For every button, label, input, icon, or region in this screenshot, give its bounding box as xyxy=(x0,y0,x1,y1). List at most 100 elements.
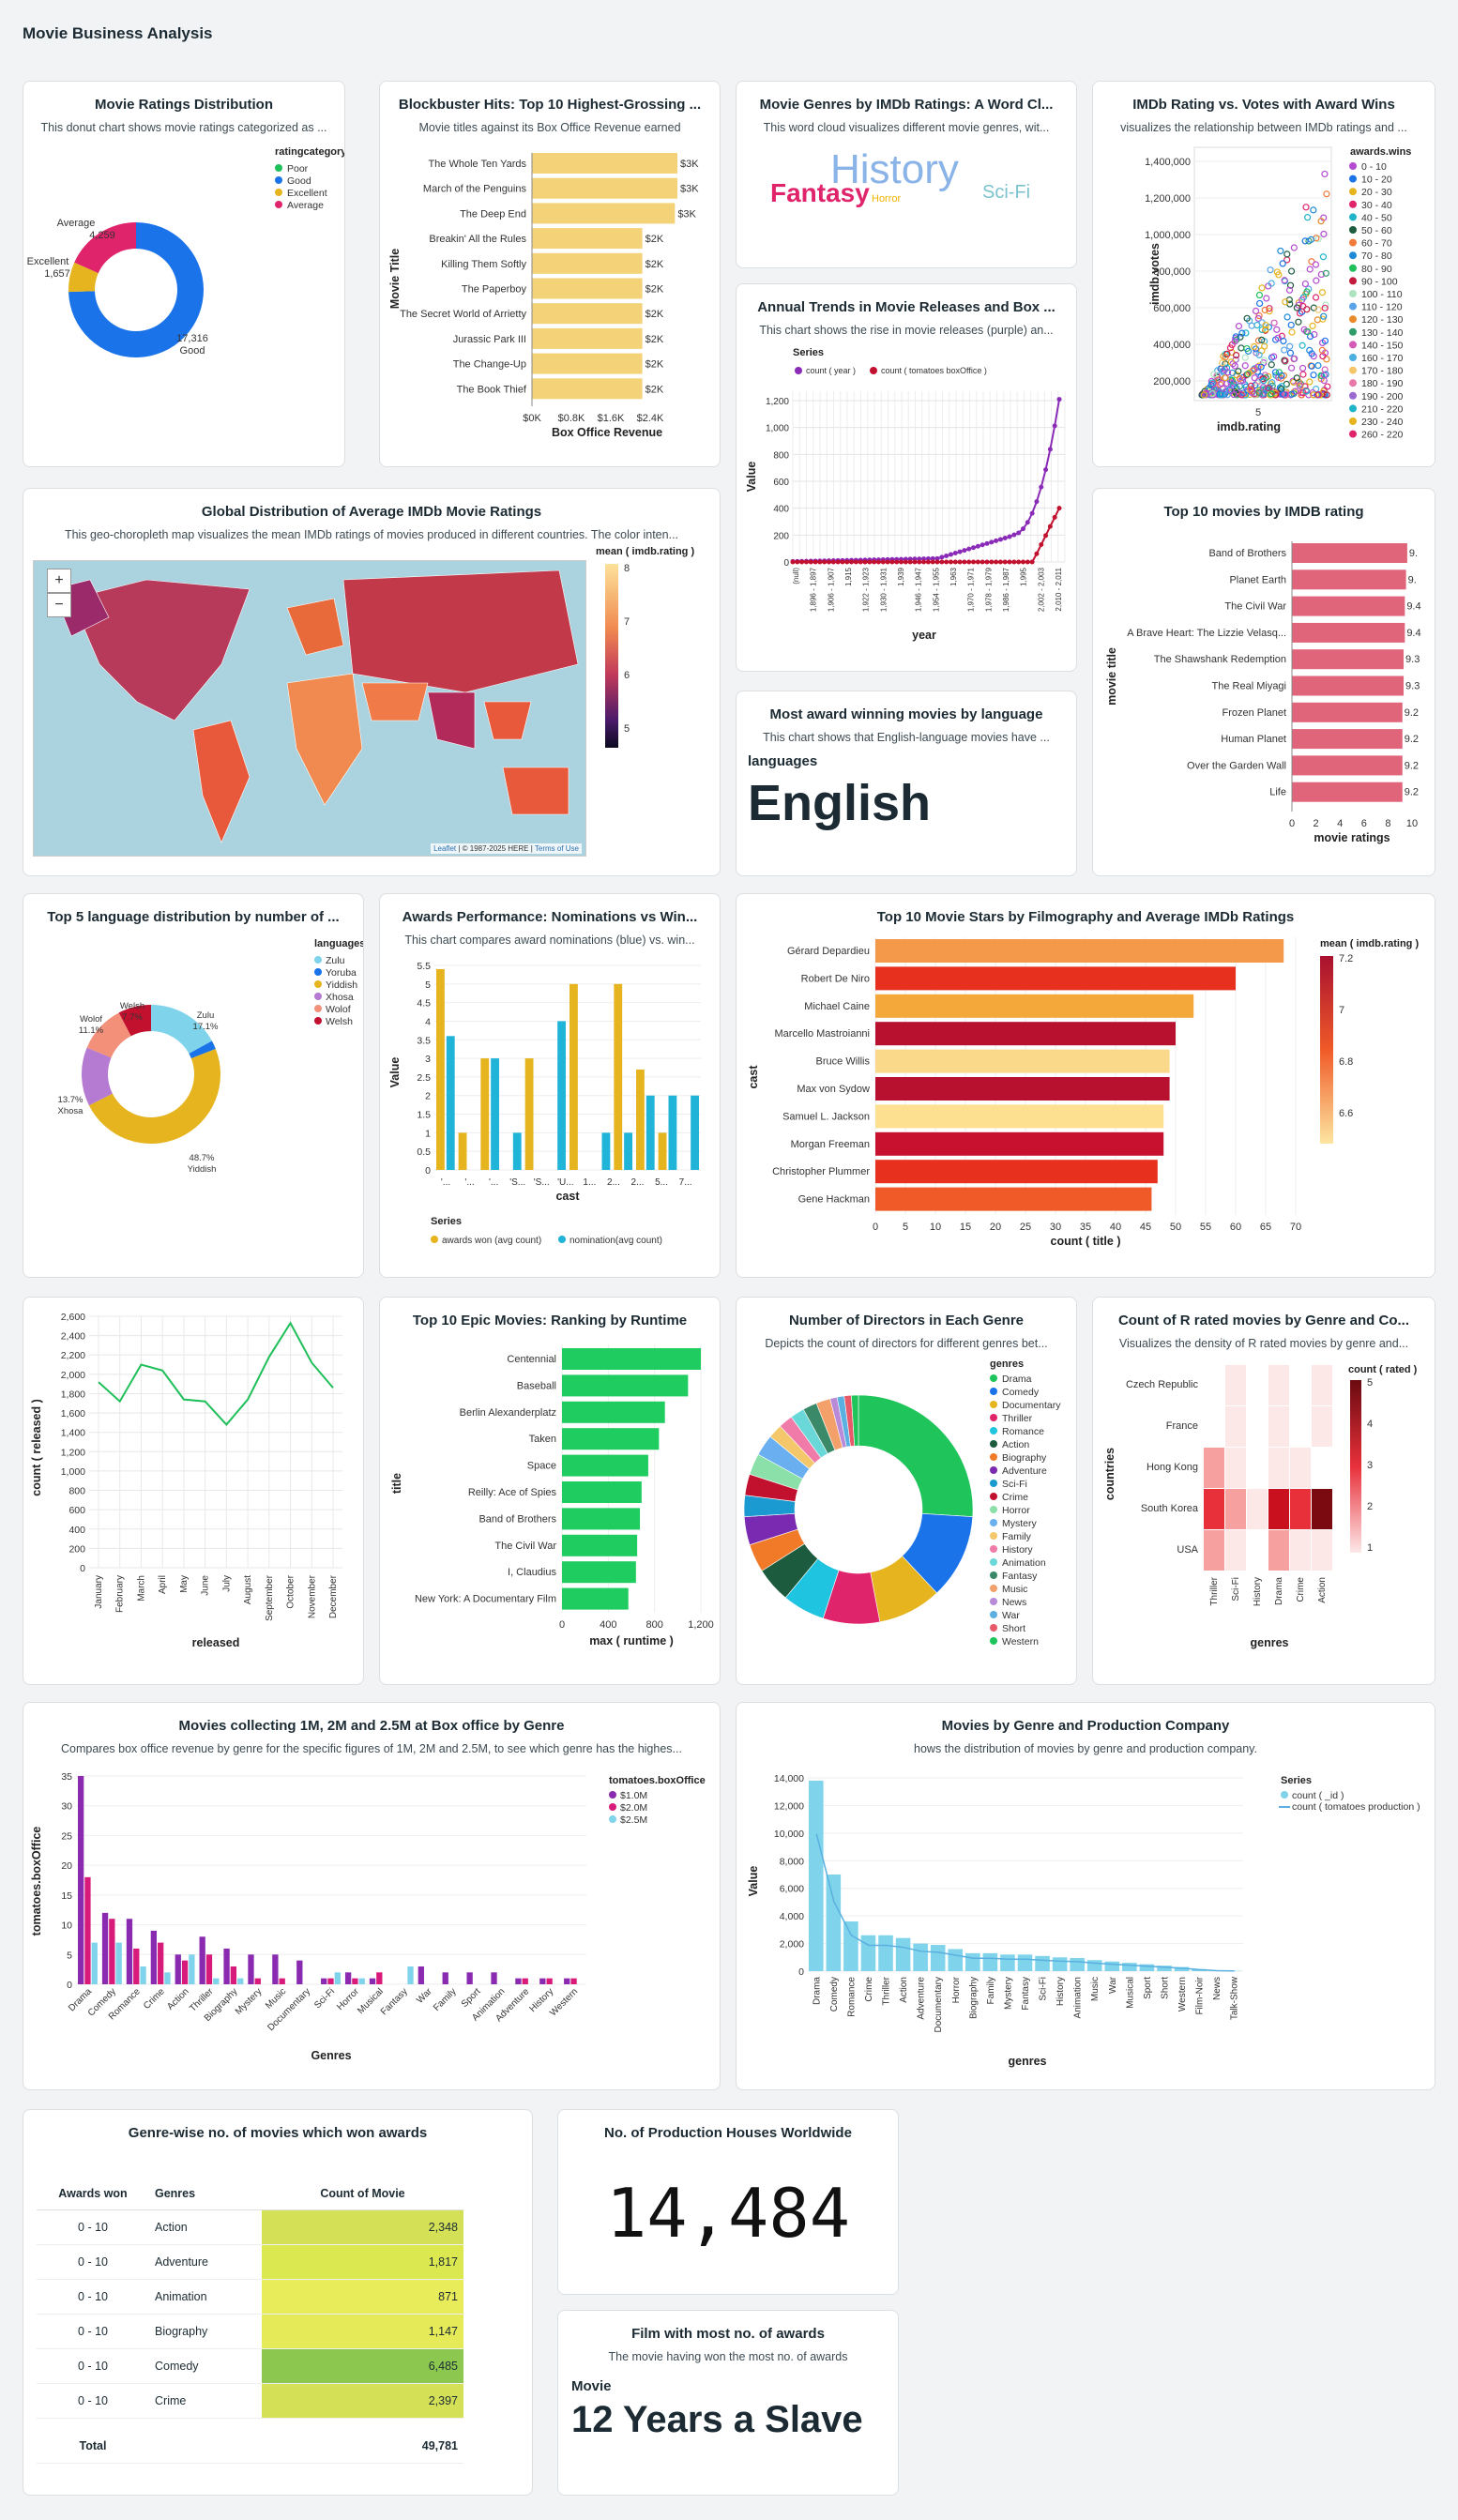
donut-slice-drama[interactable] xyxy=(858,1394,974,1517)
bar[interactable] xyxy=(352,1978,358,1984)
bar[interactable] xyxy=(1035,1955,1050,1971)
bar[interactable] xyxy=(101,1912,109,1984)
bar[interactable] xyxy=(532,153,677,174)
bar[interactable] xyxy=(237,1978,244,1984)
bar[interactable] xyxy=(1292,729,1403,750)
bar[interactable] xyxy=(1292,649,1405,670)
header-count[interactable]: Count of Movie xyxy=(262,2178,463,2210)
heat-cell[interactable] xyxy=(1225,1406,1246,1447)
bar[interactable] xyxy=(1017,1954,1033,1971)
bar[interactable] xyxy=(91,1942,98,1984)
zoom-in-button[interactable]: + xyxy=(47,569,71,593)
heat-cell[interactable] xyxy=(1268,1530,1289,1571)
terms-link[interactable]: Terms of Use xyxy=(534,844,579,853)
bar[interactable] xyxy=(636,1069,645,1170)
bar[interactable] xyxy=(279,1978,285,1984)
heat-cell[interactable] xyxy=(1312,1365,1332,1405)
table-row[interactable]: 0 - 10 Adventure 1,817 xyxy=(37,2244,463,2280)
heat-cell[interactable] xyxy=(1204,1365,1224,1405)
heat-cell[interactable] xyxy=(1204,1530,1224,1571)
donut-slice-wolof[interactable] xyxy=(86,1012,131,1058)
bar[interactable] xyxy=(358,1978,365,1984)
bar[interactable] xyxy=(522,1978,528,1984)
country-shape[interactable] xyxy=(483,701,532,740)
bar[interactable] xyxy=(562,1401,665,1423)
bar[interactable] xyxy=(458,1132,467,1170)
bar[interactable] xyxy=(466,1972,473,1984)
bar[interactable] xyxy=(965,1952,980,1971)
country-shape[interactable] xyxy=(192,720,251,843)
bar[interactable] xyxy=(150,1930,158,1984)
heat-cell[interactable] xyxy=(1290,1489,1311,1529)
bar[interactable] xyxy=(126,1919,133,1984)
bar[interactable] xyxy=(875,1022,1176,1046)
bar[interactable] xyxy=(189,1954,195,1984)
bar[interactable] xyxy=(562,1587,629,1610)
bar[interactable] xyxy=(875,994,1194,1018)
country-shape[interactable] xyxy=(361,682,429,721)
bar[interactable] xyxy=(1292,782,1403,802)
country-shape[interactable] xyxy=(286,598,344,656)
bar[interactable] xyxy=(948,1949,964,1971)
bar[interactable] xyxy=(539,1978,546,1984)
heat-cell[interactable] xyxy=(1204,1406,1224,1447)
bar[interactable] xyxy=(248,1954,254,1984)
header-awards[interactable]: Awards won xyxy=(37,2178,149,2210)
bar[interactable] xyxy=(376,1972,383,1984)
bar[interactable] xyxy=(1292,543,1407,563)
donut-slice-welsh[interactable] xyxy=(118,1005,151,1037)
bar[interactable] xyxy=(296,1960,303,1984)
heat-cell[interactable] xyxy=(1312,1489,1332,1529)
table-row[interactable]: 0 - 10 Crime 2,397 xyxy=(37,2383,463,2419)
bar[interactable] xyxy=(442,1972,448,1984)
bar[interactable] xyxy=(532,378,643,400)
heat-cell[interactable] xyxy=(1225,1365,1246,1405)
bar[interactable] xyxy=(645,1095,655,1170)
bar[interactable] xyxy=(691,1095,699,1170)
country-shape[interactable] xyxy=(427,691,476,750)
bar[interactable] xyxy=(875,966,1236,991)
bar[interactable] xyxy=(115,1942,122,1984)
bar[interactable] xyxy=(1000,1954,1015,1971)
bar[interactable] xyxy=(491,1972,497,1984)
bar[interactable] xyxy=(1157,1966,1172,1971)
bar[interactable] xyxy=(895,1937,911,1971)
heat-cell[interactable] xyxy=(1247,1365,1268,1405)
bar[interactable] xyxy=(181,1960,189,1984)
bar[interactable] xyxy=(1292,569,1406,590)
bar[interactable] xyxy=(1292,622,1405,643)
bar[interactable] xyxy=(562,1534,638,1556)
bar[interactable] xyxy=(327,1978,334,1984)
heat-cell[interactable] xyxy=(1268,1448,1289,1488)
bar[interactable] xyxy=(564,1978,570,1984)
zoom-out-button[interactable]: − xyxy=(47,593,71,617)
country-shape[interactable] xyxy=(286,673,363,806)
bar[interactable] xyxy=(321,1978,327,1984)
donut-slice-good[interactable] xyxy=(68,222,204,357)
heat-cell[interactable] xyxy=(1290,1530,1311,1571)
bar[interactable] xyxy=(982,1952,998,1971)
bar[interactable] xyxy=(875,1104,1164,1129)
bar[interactable] xyxy=(164,1972,171,1984)
bar[interactable] xyxy=(875,1077,1170,1101)
bar[interactable] xyxy=(532,353,643,374)
bar[interactable] xyxy=(78,1776,84,1984)
bar[interactable] xyxy=(532,303,643,325)
bar[interactable] xyxy=(175,1954,181,1984)
country-shape[interactable] xyxy=(342,569,579,693)
heat-cell[interactable] xyxy=(1225,1448,1246,1488)
heat-cell[interactable] xyxy=(1204,1489,1224,1529)
bar[interactable] xyxy=(875,1049,1170,1073)
bar[interactable] xyxy=(213,1978,220,1984)
bar[interactable] xyxy=(199,1936,205,1984)
bar[interactable] xyxy=(1292,702,1403,722)
bar[interactable] xyxy=(546,1978,553,1984)
bar[interactable] xyxy=(109,1919,115,1984)
donut-slice-zulu[interactable] xyxy=(151,1005,212,1054)
country-shape[interactable] xyxy=(70,579,251,721)
bar[interactable] xyxy=(133,1948,140,1984)
bar[interactable] xyxy=(1086,1960,1102,1971)
bar[interactable] xyxy=(532,327,643,349)
bar[interactable] xyxy=(532,203,676,224)
bar[interactable] xyxy=(1174,1966,1190,1971)
